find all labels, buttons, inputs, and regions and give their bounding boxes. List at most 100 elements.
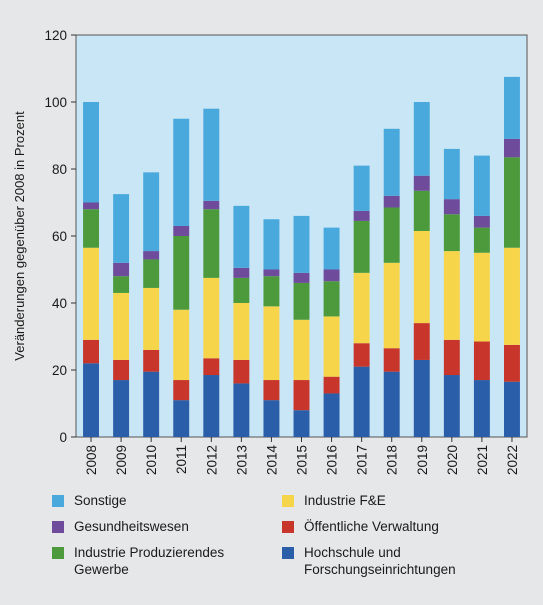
legend-label: Industrie F&E bbox=[304, 493, 386, 508]
bar-segment-2018-series-3 bbox=[383, 207, 400, 263]
x-tick-label: 2022 bbox=[505, 445, 520, 475]
bar-segment-2009-series-3 bbox=[113, 276, 130, 293]
x-tick-label: 2020 bbox=[445, 445, 460, 475]
legend-item: Hochschule und Forschungseinrichtungen bbox=[282, 544, 512, 578]
bar-segment-2018-series-0 bbox=[383, 371, 400, 437]
bar-segment-2020-series-2 bbox=[443, 251, 460, 340]
bar-segment-2021-series-2 bbox=[473, 252, 490, 342]
y-tick-label: 120 bbox=[44, 28, 67, 43]
bar-segment-2022-series-0 bbox=[503, 381, 520, 437]
legend-label: Sonstige bbox=[74, 493, 127, 508]
bar-segment-2020-series-4 bbox=[443, 199, 460, 215]
bar-segment-2011-series-2 bbox=[173, 309, 190, 381]
bar-segment-2009-series-0 bbox=[113, 380, 130, 437]
legend-item: Sonstige bbox=[52, 492, 282, 509]
legend-swatch bbox=[282, 521, 294, 533]
bar-segment-2008-series-2 bbox=[83, 247, 100, 340]
bar-segment-2009-series-5 bbox=[113, 194, 130, 263]
bar-segment-2013-series-5 bbox=[233, 205, 250, 268]
bar-segment-2010-series-2 bbox=[143, 287, 160, 350]
bar-segment-2018-series-4 bbox=[383, 195, 400, 208]
bar-segment-2015-series-4 bbox=[293, 272, 310, 283]
y-tick-label: 40 bbox=[52, 296, 67, 311]
bar-segment-2021-series-1 bbox=[473, 341, 490, 381]
bar-segment-2020-series-3 bbox=[443, 214, 460, 252]
bar-segment-2014-series-0 bbox=[263, 400, 280, 437]
bar-segment-2011-series-3 bbox=[173, 236, 190, 310]
bar-segment-2008-series-3 bbox=[83, 209, 100, 248]
legend-item: Industrie Produzierendes Gewerbe bbox=[52, 544, 282, 578]
y-axis-label: Veränderungen gegenüber 2008 in Prozent bbox=[12, 111, 27, 361]
bar-segment-2016-series-0 bbox=[323, 393, 340, 437]
bar-segment-2021-series-5 bbox=[473, 155, 490, 216]
y-tick-label: 20 bbox=[52, 363, 67, 378]
bar-segment-2021-series-0 bbox=[473, 380, 490, 437]
bar-segment-2016-series-4 bbox=[323, 269, 340, 282]
bar-segment-2017-series-5 bbox=[353, 165, 370, 211]
bar-segment-2014-series-2 bbox=[263, 306, 280, 381]
bar-segment-2012-series-3 bbox=[203, 209, 220, 278]
bar-segment-2014-series-3 bbox=[263, 276, 280, 307]
bar-segment-2015-series-0 bbox=[293, 410, 310, 437]
bar-segment-2012-series-1 bbox=[203, 358, 220, 376]
legend-label: Öffentliche Verwaltung bbox=[304, 519, 439, 534]
legend: Sonstige Industrie F&E Gesundheitswesen Öff… bbox=[52, 492, 512, 578]
legend-swatch bbox=[52, 495, 64, 507]
bar-segment-2021-series-4 bbox=[473, 215, 490, 228]
bar-segment-2015-series-5 bbox=[293, 215, 310, 273]
x-tick-label: 2013 bbox=[234, 445, 249, 475]
bar-segment-2015-series-3 bbox=[293, 282, 310, 320]
bar-segment-2016-series-3 bbox=[323, 281, 340, 317]
x-tick-label: 2018 bbox=[385, 445, 400, 475]
bar-segment-2011-series-1 bbox=[173, 380, 190, 401]
bar-segment-2014-series-5 bbox=[263, 219, 280, 270]
legend-label: Hochschule und Forschungseinrichtungen bbox=[304, 545, 456, 577]
bar-segment-2010-series-5 bbox=[143, 172, 160, 252]
x-tick-label: 2008 bbox=[84, 445, 99, 475]
bar-segment-2013-series-3 bbox=[233, 277, 250, 303]
bar-segment-2018-series-1 bbox=[383, 348, 400, 372]
axes-group: 2008 2009 2010 2011 2012 2013 2014 2015 2016 2017… bbox=[44, 28, 519, 475]
bar-segment-2010-series-1 bbox=[143, 349, 160, 372]
bar-segment-2014-series-1 bbox=[263, 380, 280, 401]
bar-segment-2018-series-5 bbox=[383, 128, 400, 196]
legend-item: Öffentliche Verwaltung bbox=[282, 518, 512, 535]
bar-segment-2008-series-1 bbox=[83, 339, 100, 364]
x-tick-label: 2014 bbox=[264, 445, 279, 476]
legend-item: Industrie F&E bbox=[282, 492, 512, 509]
bar-segment-2013-series-2 bbox=[233, 303, 250, 360]
bar-segment-2010-series-4 bbox=[143, 251, 160, 260]
bar-segment-2022-series-1 bbox=[503, 344, 520, 382]
x-tick-label: 2009 bbox=[114, 445, 129, 475]
bar-segment-2013-series-1 bbox=[233, 359, 250, 384]
bar-segment-2012-series-4 bbox=[203, 200, 220, 210]
bar-segment-2019-series-2 bbox=[413, 230, 430, 324]
bar-segment-2013-series-4 bbox=[233, 267, 250, 278]
bar-segment-2020-series-1 bbox=[443, 339, 460, 376]
bar-segment-2019-series-5 bbox=[413, 102, 430, 176]
bar-segment-2010-series-0 bbox=[143, 371, 160, 437]
bar-segment-2020-series-5 bbox=[443, 148, 460, 200]
legend-label: Gesundheitswesen bbox=[74, 519, 189, 534]
bar-segment-2019-series-3 bbox=[413, 190, 430, 231]
bar-segment-2017-series-4 bbox=[353, 210, 370, 221]
x-tick-label: 2012 bbox=[204, 445, 219, 475]
bar-segment-2022-series-2 bbox=[503, 247, 520, 345]
x-tick-label: 2019 bbox=[415, 445, 430, 475]
y-tick-label: 100 bbox=[44, 95, 67, 110]
bar-segment-2019-series-1 bbox=[413, 323, 430, 360]
bar-segment-2009-series-4 bbox=[113, 262, 130, 277]
x-tick-label: 2017 bbox=[355, 445, 370, 475]
bar-segment-2013-series-0 bbox=[233, 383, 250, 437]
bar-segment-2016-series-5 bbox=[323, 227, 340, 270]
x-tick-label: 2021 bbox=[475, 445, 490, 475]
bar-segment-2015-series-2 bbox=[293, 319, 310, 381]
bar-segment-2009-series-1 bbox=[113, 359, 130, 381]
bar-segment-2016-series-1 bbox=[323, 376, 340, 394]
y-tick-label: 0 bbox=[59, 430, 67, 445]
x-tick-label: 2016 bbox=[325, 445, 340, 475]
legend-swatch bbox=[282, 495, 294, 507]
bar-segment-2022-series-4 bbox=[503, 138, 520, 158]
legend-swatch bbox=[52, 521, 64, 533]
